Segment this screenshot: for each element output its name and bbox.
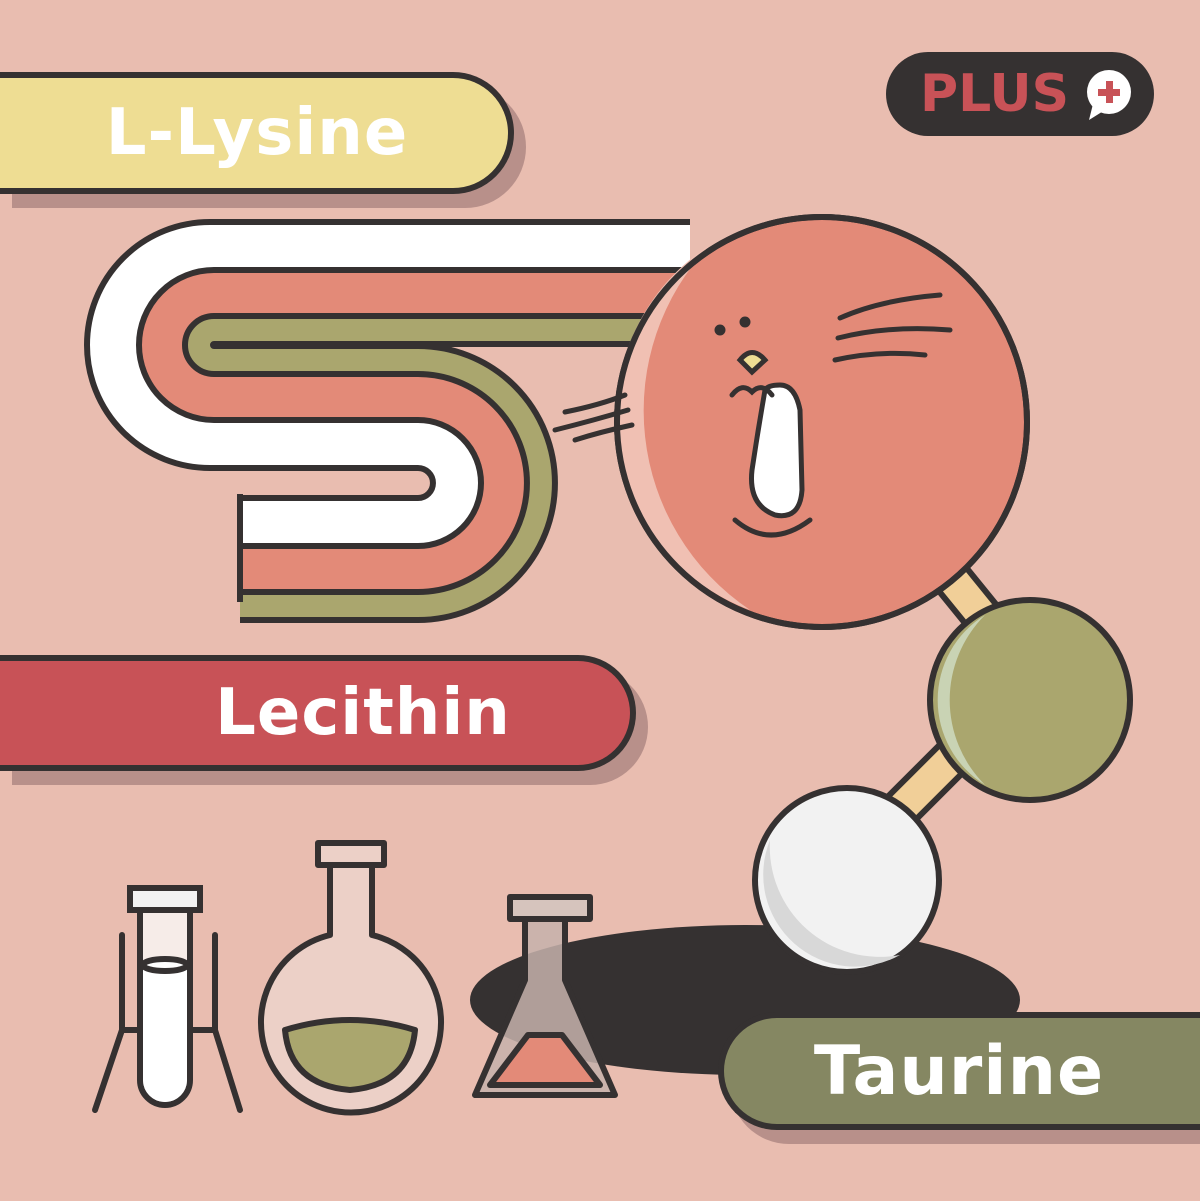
label-lysine-text: L-Lysine <box>105 96 409 170</box>
label-lysine: L-Lysine <box>0 72 526 208</box>
olive-atom <box>927 597 1133 803</box>
ribbon-stripes <box>84 219 690 623</box>
white-atom <box>752 785 942 975</box>
cat-face <box>552 292 953 538</box>
cat-head-atom <box>552 214 1030 630</box>
plus-speech-bubble-icon <box>1087 70 1132 120</box>
test-tube-rack <box>92 885 243 1113</box>
plus-badge: PLUS <box>886 52 1154 136</box>
label-lecithin-text: Lecithin <box>215 676 511 750</box>
label-taurine: Taurine <box>718 1012 1200 1144</box>
round-flask <box>258 840 444 1116</box>
label-taurine-text: Taurine <box>813 1031 1105 1111</box>
conical-flask <box>472 894 618 1098</box>
plus-badge-text: PLUS <box>920 64 1070 124</box>
label-lecithin: Lecithin <box>0 655 648 785</box>
